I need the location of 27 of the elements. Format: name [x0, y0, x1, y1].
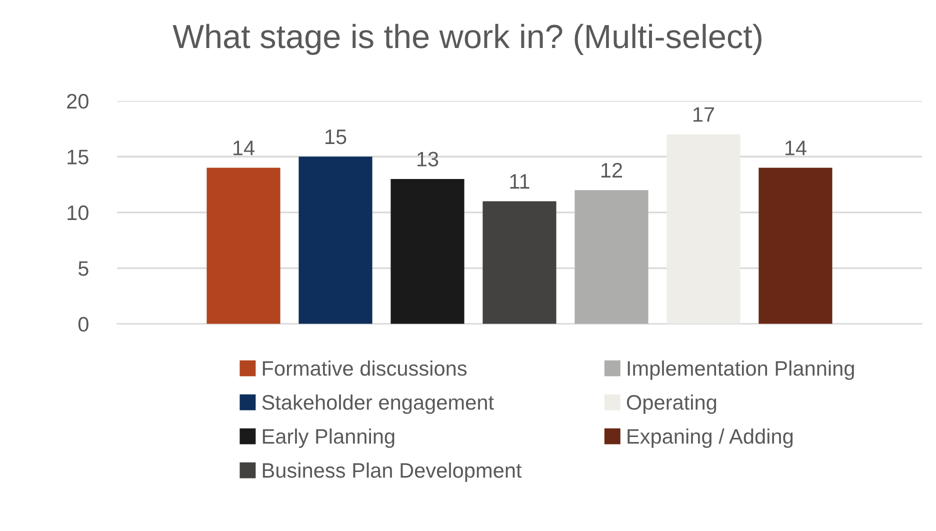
y-tick-label: 0	[78, 316, 88, 332]
legend-label: Business Plan Development	[262, 462, 522, 482]
bar	[206, 168, 280, 324]
bar	[482, 201, 556, 324]
data-label: 14	[785, 140, 806, 156]
bar	[666, 134, 740, 324]
bar	[390, 178, 464, 324]
chart-title: What stage is the work in? (Multi-select)	[172, 24, 762, 55]
data-label: 13	[417, 152, 438, 166]
bar	[574, 190, 648, 324]
legend-label: Implementation Planning	[628, 360, 854, 380]
bar	[298, 156, 372, 324]
legend-label: Stakeholder engagement	[262, 394, 494, 414]
legend-label: Expaning / Adding	[628, 428, 793, 448]
y-tick-label: 20	[67, 94, 88, 109]
data-label: 17	[693, 107, 714, 122]
data-label: 11	[510, 174, 530, 189]
data-label: 14	[233, 140, 254, 156]
bar	[758, 168, 832, 324]
y-tick-label: 5	[78, 261, 88, 276]
y-tick-label: 15	[68, 150, 88, 164]
legend-label: Formative discussions	[262, 360, 467, 376]
data-label: 12	[601, 162, 622, 178]
legend-label: Early Planning	[262, 428, 394, 448]
y-tick-label: 10	[68, 205, 88, 220]
legend-label: Operating	[626, 394, 716, 414]
data-label: 15	[325, 130, 346, 144]
